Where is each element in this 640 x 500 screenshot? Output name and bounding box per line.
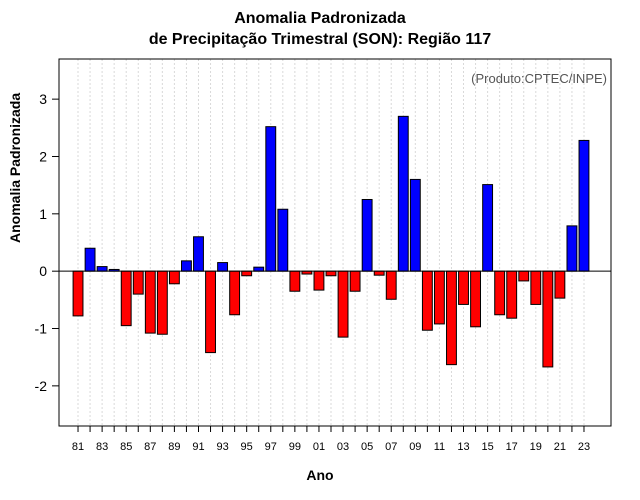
bar-2016	[494, 270, 506, 316]
bar-2014	[470, 270, 481, 328]
x-tick-label: 85	[120, 441, 132, 453]
bar-1981	[72, 270, 84, 317]
x-tick-label: 07	[385, 441, 397, 453]
bar-1991	[193, 236, 204, 272]
bar-1990	[181, 260, 192, 272]
bar-2021	[554, 270, 566, 299]
bar-2023	[578, 139, 590, 272]
x-tick-label: 91	[192, 441, 204, 453]
x-tick-label: 13	[457, 441, 469, 453]
bar-1985	[120, 270, 132, 327]
y-tick-label: 3	[39, 91, 47, 107]
bar-2008	[397, 115, 409, 272]
x-tick-label: 83	[96, 441, 108, 453]
bar-1988	[156, 270, 168, 335]
plot-frame	[58, 58, 612, 427]
bar-1999	[289, 270, 301, 292]
bar-1983	[96, 266, 108, 272]
bar-1997	[265, 126, 277, 272]
x-tick-label: 23	[578, 441, 590, 453]
bar-1993	[217, 262, 229, 272]
bar-2011	[433, 270, 445, 325]
y-tick-label: -1	[35, 321, 48, 337]
chart-title: Anomalia Padronizada	[234, 10, 406, 27]
x-tick-label: 11	[434, 441, 445, 453]
bar-2010	[421, 270, 433, 331]
bar-2013	[458, 270, 469, 305]
bar-2007	[385, 270, 397, 300]
bar-2002	[325, 270, 337, 277]
x-tick-label: 97	[265, 441, 277, 453]
bar-1982	[84, 247, 96, 272]
bar-2001	[313, 270, 325, 291]
grid-lines	[77, 59, 585, 426]
bar-1986	[132, 270, 144, 295]
x-tick-label: 17	[506, 441, 518, 453]
chart-subtitle: de Precipitação Trimestral (SON): Região…	[148, 31, 492, 48]
y-axis: -2 -1 0 1 2 3	[35, 91, 59, 394]
x-axis-label: Ano	[306, 467, 334, 483]
credit-label: (Produto:CPTEC/INPE)	[471, 71, 607, 86]
x-tick-label: 19	[530, 441, 542, 453]
bar-1987	[144, 270, 156, 334]
bar-2019	[530, 270, 542, 305]
bar-2022	[566, 225, 578, 272]
bar-1994	[229, 270, 241, 316]
x-tick-label: 15	[481, 441, 493, 453]
x-tick-label: 09	[409, 441, 421, 453]
bar-1992	[205, 270, 216, 354]
y-tick-label: 0	[39, 263, 47, 279]
bar-2003	[337, 270, 349, 338]
bar-2005	[361, 198, 373, 272]
bar-2017	[506, 270, 518, 319]
x-tick-label: 81	[72, 441, 84, 453]
bar-2015	[482, 184, 494, 272]
y-tick-label: 2	[39, 148, 47, 164]
y-tick-label: -2	[35, 378, 48, 394]
bar-1996	[253, 266, 265, 272]
x-tick-label: 05	[361, 441, 373, 453]
bars	[72, 115, 590, 368]
x-tick-label: 87	[144, 441, 156, 453]
x-tick-label: 03	[337, 441, 349, 453]
bar-2004	[349, 270, 361, 292]
bar-2018	[518, 270, 530, 282]
bar-1995	[241, 270, 253, 277]
x-tick-label: 21	[554, 441, 566, 453]
x-tick-label: 99	[289, 441, 301, 453]
y-tick-label: 1	[39, 206, 47, 222]
bar-2012	[446, 270, 457, 366]
x-tick-label: 89	[168, 441, 180, 453]
x-tick-label: 95	[241, 441, 253, 453]
x-tick-label: 93	[216, 441, 228, 453]
x-tick-label: 01	[313, 441, 325, 453]
y-axis-label: Anomalia Padronizada	[7, 92, 23, 243]
bar-1998	[277, 208, 289, 272]
bar-2006	[373, 270, 385, 276]
x-axis: 81 83 85 87 89 91 93 95 97 99 01 03 05 07 09 11 13 15 17 19…	[72, 426, 590, 453]
bar-2009	[409, 178, 421, 272]
bar-2020	[542, 270, 554, 368]
bar-1989	[168, 270, 180, 285]
